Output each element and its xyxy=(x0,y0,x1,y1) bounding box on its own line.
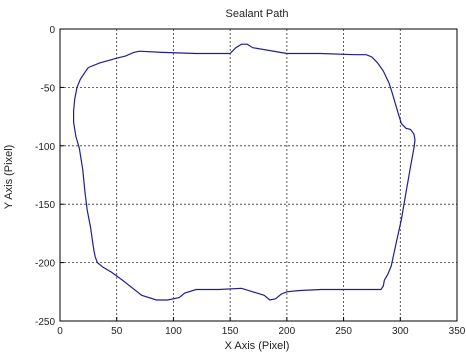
x-tick-label: 350 xyxy=(449,326,466,337)
x-tick-label: 0 xyxy=(57,326,63,337)
x-axis-label: X Axis (Pixel) xyxy=(225,340,290,352)
sealant-path-line xyxy=(73,43,416,301)
y-tick-label: 0 xyxy=(49,25,55,36)
y-tick-label: -100 xyxy=(35,142,55,153)
y-tick-label: -150 xyxy=(35,200,55,211)
x-tick-label: 100 xyxy=(165,326,182,337)
x-tick-label: 50 xyxy=(111,326,123,337)
y-tick-label: -200 xyxy=(35,259,55,270)
chart-title: Sealant Path xyxy=(226,8,289,20)
y-tick-label: -250 xyxy=(35,317,55,328)
plot-area-frame xyxy=(59,28,458,322)
y-tick-label: -50 xyxy=(41,83,56,94)
x-tick-label: 300 xyxy=(392,326,409,337)
x-axis-ticks: 0 50 100 150 200 250 300 350 xyxy=(57,317,466,337)
x-tick-label: 250 xyxy=(335,326,352,337)
x-tick-label: 200 xyxy=(279,326,296,337)
y-axis-ticks: 0 -50 -100 -150 -200 -250 xyxy=(35,25,64,328)
grid-lines xyxy=(60,29,457,321)
y-axis-label: Y Axis (Pixel) xyxy=(3,145,15,210)
x-tick-label: 150 xyxy=(222,326,239,337)
